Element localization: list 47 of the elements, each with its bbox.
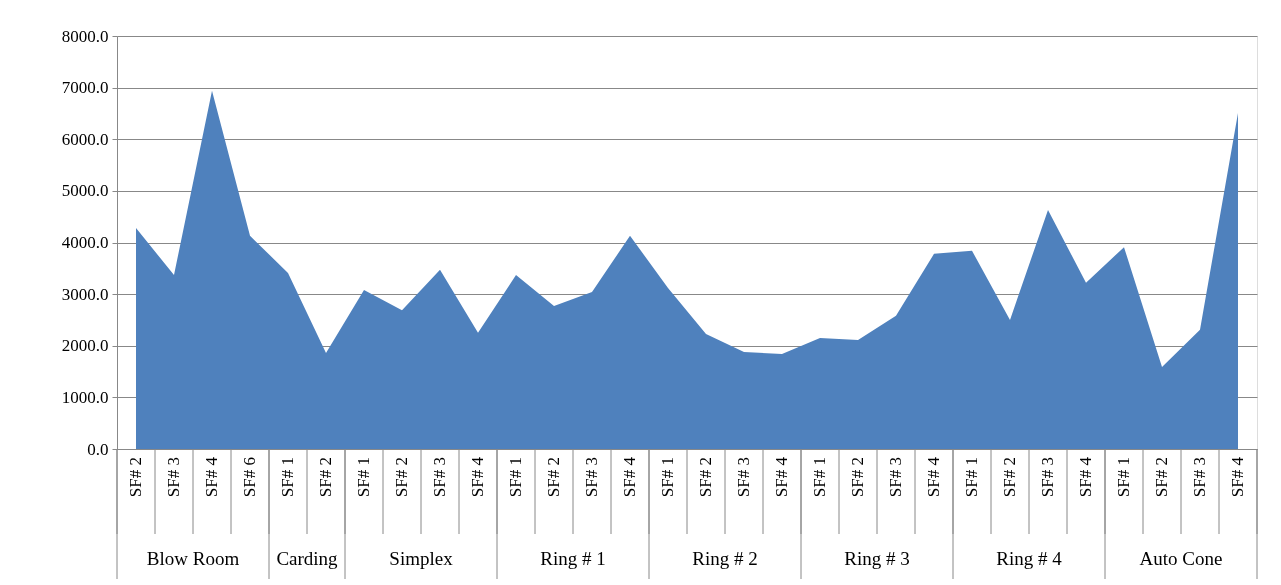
text: Blow Room <box>146 548 240 569</box>
x-tick-label: SF# 4 <box>924 456 943 498</box>
y-tick-label: 5000.0 <box>61 181 109 201</box>
text: Ring # 3 <box>844 548 910 569</box>
x-tick-label: SF# 2 <box>316 457 335 498</box>
x-tick-label: SF# 3 <box>1038 457 1057 498</box>
text: Auto Cone <box>1139 548 1223 569</box>
y-tick-label: 8000.0 <box>61 26 109 46</box>
text: Ring # 2 <box>692 548 758 569</box>
y-tick-label: 1000.0 <box>61 387 109 407</box>
x-tick-label: SF# 1 <box>810 457 829 498</box>
x-tick-label: SF# 3 <box>886 457 905 498</box>
text: Ring # 1 <box>540 548 606 569</box>
x-tick-label: SF# 4 <box>1076 456 1095 498</box>
x-tick-label: SF# 1 <box>1114 457 1133 498</box>
y-tick-label: 0.0 <box>87 439 109 459</box>
text: Simplex <box>389 548 454 569</box>
x-tick-label: SF# 4 <box>772 456 791 498</box>
x-tick-label: SF# 2 <box>544 457 563 498</box>
x-tick-label: SF# 3 <box>734 457 753 498</box>
x-tick-label: SF# 2 <box>126 457 145 498</box>
y-tick-label: 2000.0 <box>61 336 109 356</box>
y-tick-label: 4000.0 <box>61 233 109 252</box>
x-tick-label: SF# 3 <box>164 457 183 498</box>
x-tick-label: SF# 4 <box>1228 456 1247 498</box>
x-tick-label: SF# 2 <box>848 457 867 498</box>
x-tick-label: SF# 3 <box>1190 457 1209 498</box>
x-tick-label: SF# 1 <box>354 457 373 498</box>
text: Ring # 4 <box>996 548 1063 569</box>
text: Carding <box>276 548 339 569</box>
y-tick-label: 6000.0 <box>61 129 109 149</box>
x-tick-label: SF# 1 <box>962 457 981 498</box>
x-tick-label: SF# 4 <box>202 456 221 498</box>
x-tick-label: SF# 3 <box>430 457 449 498</box>
x-tick-label: SF# 3 <box>582 457 601 498</box>
y-tick-label: 3000.0 <box>61 284 109 304</box>
x-tick-label: SF# 6 <box>240 457 259 498</box>
x-tick-label: SF# 2 <box>392 457 411 498</box>
x-tick-label: SF# 2 <box>1000 457 1019 498</box>
x-tick-label: SF# 1 <box>658 457 677 498</box>
x-tick-label: SF# 2 <box>696 457 715 498</box>
x-tick-label: SF# 4 <box>620 456 639 498</box>
y-tick-label: 7000.0 <box>61 78 109 98</box>
x-tick-label: SF# 2 <box>1152 457 1171 498</box>
x-tick-label: SF# 1 <box>506 457 525 498</box>
x-tick-label: SF# 1 <box>278 457 297 498</box>
x-tick-label: SF# 4 <box>468 456 487 498</box>
